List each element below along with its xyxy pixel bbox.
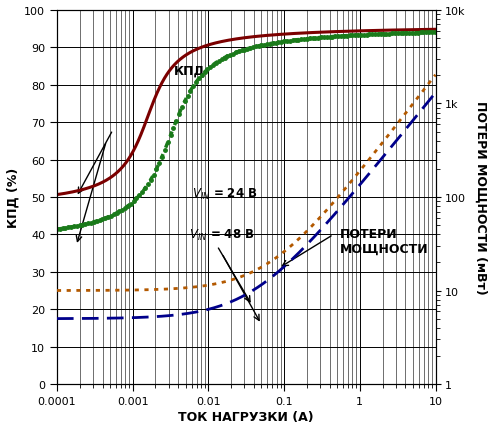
X-axis label: ТОК НАГРУЗКИ (А): ТОК НАГРУЗКИ (А): [178, 410, 314, 423]
Text: КПД: КПД: [174, 64, 206, 77]
Y-axis label: КПД (%): КПД (%): [7, 168, 20, 227]
Y-axis label: ПОТЕРИ МОЩНОСТИ (мВт): ПОТЕРИ МОЩНОСТИ (мВт): [474, 101, 487, 294]
Text: $V_{IN}$ = 24 В: $V_{IN}$ = 24 В: [192, 187, 257, 202]
Text: ПОТЕРИ
МОЩНОСТИ: ПОТЕРИ МОЩНОСТИ: [340, 227, 429, 255]
Text: $V_{IN}$ = 48 В: $V_{IN}$ = 48 В: [189, 227, 254, 243]
